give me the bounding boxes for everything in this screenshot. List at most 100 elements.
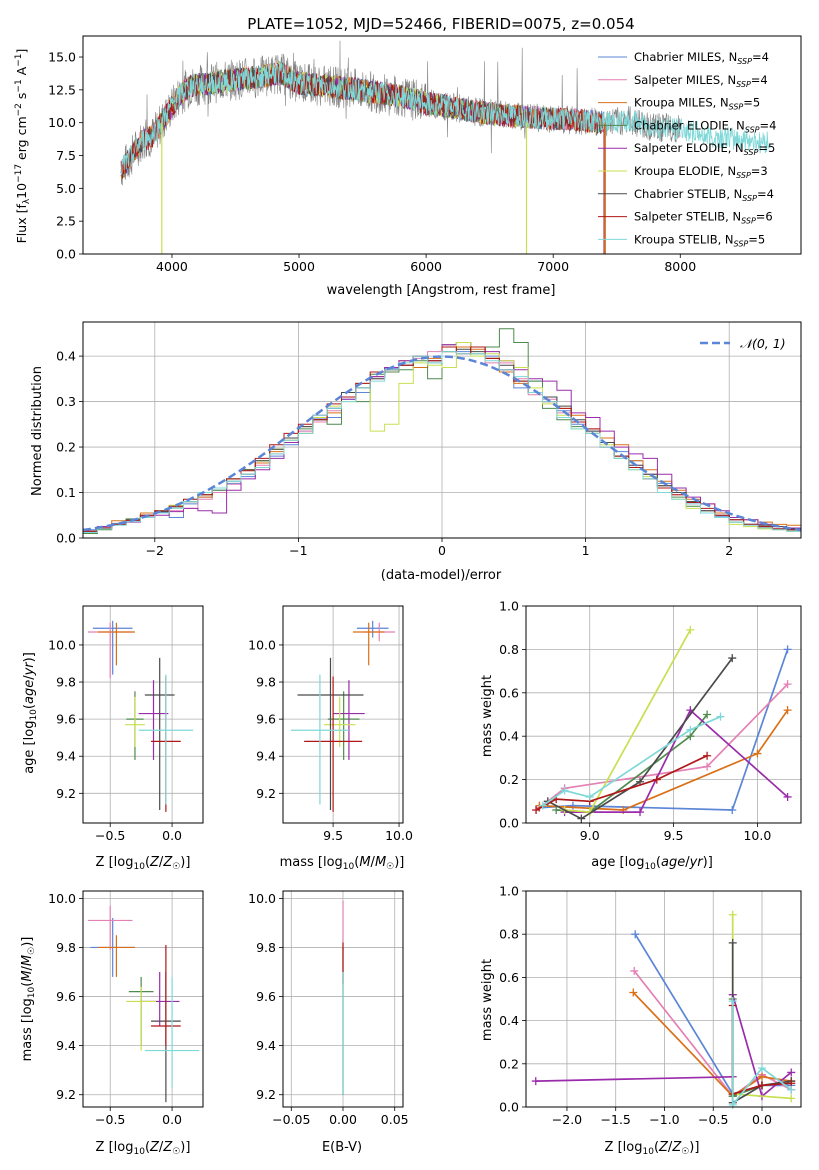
x-tick-label: 0.05 [381,1112,409,1127]
figure-title: PLATE=1052, MJD=52466, FIBERID=0075, z=0… [247,15,634,33]
errorbar-kroupa-stelib [138,674,194,805]
x-tick-label: −2.0 [552,1112,582,1127]
axes-frame [525,890,802,1108]
data-point [787,1085,796,1094]
y-tick-label: 5.0 [56,181,76,196]
x-tick-label: −2 [146,543,164,558]
y-tick-label: 9.6 [56,989,76,1004]
p8-xlabel: Z [log10(Z/Z☉)] [605,1140,700,1157]
y-tick-label: 0.0 [499,816,519,831]
y-tick-label: 9.2 [256,786,276,801]
errorbar-kroupa-miles [97,935,135,977]
series-line [564,708,789,813]
series-chabrier-stelib [543,654,737,823]
x-tick-label: −0.5 [698,1112,728,1127]
errorbar-area [87,620,194,812]
y-tick-label: 0.0 [56,247,76,262]
residual-histogram-panel: −2 −1 0 1 2 0.0 0.1 0.2 0.3 0.4 𝒩(0, 1) [56,321,802,558]
errorbar-chabrier-stelib [297,657,364,811]
data-point [753,749,762,758]
data-point [716,712,725,721]
y-tick-label: 9.6 [256,989,276,1004]
x-tick-label: 9.0 [580,828,600,843]
data-point [728,910,737,919]
hist-ylabel: Normed distribution [30,366,45,496]
y-tick-label: 9.4 [56,1038,76,1053]
data-point [585,792,594,801]
y-tick-label: 10.0 [248,891,276,906]
errorbar-kroupa-elodie [126,986,156,1051]
errorbar-kroupa-elodie [125,696,145,747]
data-point [577,814,586,823]
series-line [731,1001,792,1108]
data-point [787,1094,796,1103]
errorbar-kroupa-elodie [323,696,356,747]
data-point [538,801,547,810]
spectrum-plot-area [120,40,770,254]
data-point [728,997,737,1006]
data-point [728,805,737,814]
data-point [787,1068,796,1077]
data-point [629,988,638,997]
data-point [728,938,737,947]
errorbar-salpeter-elodie [139,972,180,1026]
data-point [783,792,792,801]
data-point [560,786,569,795]
y-tick-label: 0.8 [499,927,519,942]
data-point [652,775,661,784]
y-tick-label: 9.6 [256,712,276,727]
y-tick-label: 0.6 [499,685,519,700]
data-point [703,762,712,771]
normal-legend-label: 𝒩(0, 1) [740,336,786,351]
x-tick-label: −0.05 [272,1112,310,1127]
y-tick-label: 9.4 [256,1038,276,1053]
age-vs-metallicity-panel: −0.5 0.0 9.2 9.4 9.6 9.8 10.0 [48,605,204,843]
series-salpeter-miles [630,966,796,1101]
x-tick-label: 9.5 [664,828,684,843]
y-tick-label: 0.6 [499,970,519,985]
errorbar-area [290,620,396,812]
x-tick-label: −0.5 [95,1112,125,1127]
x-tick-label: −1.0 [649,1112,679,1127]
y-tick-label: 0.4 [499,729,519,744]
p3-ylabel: age [log10(age/yr)] [22,652,39,774]
data-point [568,801,577,810]
legend-label: Kroupa STELIB, NSSP=5 [634,232,765,248]
massweight-vs-metallicity-panel: −2.0 −1.5 −1.0 −0.5 0.0 0.0 0.2 0.4 0.6 0.8 1.0 [499,884,802,1127]
model-spectrum-kroupa-stelib [120,61,770,175]
normal-curve [82,355,802,532]
errorbar-salpeter-elodie [138,680,169,760]
y-tick-label: 0.8 [499,642,519,657]
errorbar-salpeter-elodie [333,680,365,760]
legend-label: Kroupa MILES, NSSP=5 [634,96,760,112]
x-tick-label: 0.0 [162,828,182,843]
y-tick-label: 9.8 [256,940,276,955]
y-tick-label: 0.2 [56,440,76,455]
y-tick-label: 9.4 [56,749,76,764]
data-point [703,751,712,760]
hist-xlabel: (data-model)/error [381,568,502,583]
errorbar-salpeter-miles [87,622,133,679]
y-tick-label: 0.4 [56,349,76,364]
errorbar-chabrier-miles [92,620,133,675]
y-tick-label: 0.4 [499,1013,519,1028]
data-point [783,680,792,689]
data-point [630,966,639,975]
data-point [531,1077,540,1086]
x-tick-label: 0.0 [162,1112,182,1127]
y-tick-label: 0.2 [499,1056,519,1071]
data-point [783,645,792,654]
series-kroupa-stelib [538,712,725,810]
x-tick-label: 0.00 [329,1112,357,1127]
x-tick-label: 0 [438,543,446,558]
series-line [632,991,792,1098]
x-tick-label: 4000 [156,259,188,274]
axes-frame [82,605,204,824]
y-tick-label: 9.2 [56,1087,76,1102]
errorbar-salpeter-stelib [304,676,363,812]
errorbar-salpeter-miles [87,905,133,950]
y-tick-label: 0.0 [499,1100,519,1115]
errorbar-kroupa-stelib [144,976,200,1088]
series-chabrier-miles [535,645,792,814]
